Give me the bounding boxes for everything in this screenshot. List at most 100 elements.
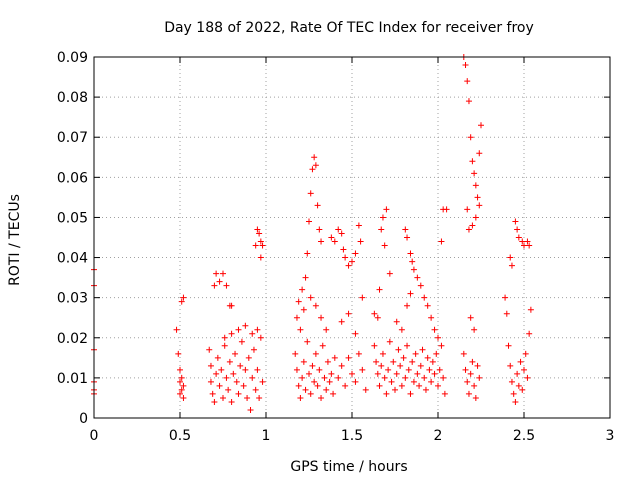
data-point (323, 326, 330, 333)
data-point (395, 346, 402, 353)
data-point (421, 294, 428, 301)
data-point (221, 342, 228, 349)
data-point (254, 326, 261, 333)
data-point (256, 230, 263, 237)
data-point (407, 290, 414, 297)
data-point (521, 242, 527, 249)
data-point (321, 374, 328, 381)
data-point (352, 378, 359, 385)
data-point (309, 362, 316, 369)
data-point (252, 386, 259, 393)
data-point (472, 394, 479, 401)
data-point (299, 374, 306, 381)
data-point (503, 310, 510, 317)
data-point (381, 374, 388, 381)
data-point (178, 386, 185, 393)
y-tick-label: 0.02 (57, 331, 88, 347)
data-point (424, 354, 431, 361)
x-tick-label: 1.5 (341, 428, 363, 444)
data-point (371, 342, 378, 349)
x-tick-label: 3 (606, 428, 615, 444)
data-point (213, 270, 220, 277)
data-point (392, 386, 398, 393)
data-point (514, 226, 521, 233)
data-point (428, 314, 435, 321)
data-point (471, 382, 478, 389)
data-point (507, 362, 514, 369)
data-point (328, 234, 335, 241)
data-point (378, 362, 385, 369)
data-point (409, 258, 416, 265)
data-point (359, 366, 366, 373)
data-point (512, 218, 519, 225)
data-point (385, 366, 392, 373)
data-point (352, 330, 359, 337)
data-point (410, 378, 417, 385)
data-point (386, 270, 393, 277)
data-point (508, 378, 515, 385)
data-point (257, 254, 264, 261)
data-point (232, 350, 239, 357)
data-point (404, 234, 411, 241)
y-tick-label: 0.07 (57, 130, 88, 146)
data-point (244, 394, 251, 401)
data-point (304, 338, 311, 345)
data-point (383, 390, 390, 397)
data-point (306, 218, 312, 225)
data-point (238, 338, 245, 345)
data-point (213, 370, 220, 377)
data-point (335, 374, 342, 381)
data-point (252, 242, 259, 249)
data-point (371, 310, 378, 317)
data-point (345, 262, 352, 269)
data-point (312, 162, 319, 169)
data-point (383, 206, 390, 213)
data-point (180, 294, 187, 301)
data-point (235, 390, 242, 397)
data-point (323, 386, 330, 393)
data-point (293, 366, 300, 373)
data-point (476, 202, 483, 209)
data-point (471, 326, 478, 333)
data-point (428, 378, 435, 385)
data-point (177, 366, 183, 373)
data-point (230, 370, 237, 377)
data-point (331, 354, 338, 361)
data-point (312, 350, 319, 357)
plot-frame (93, 56, 611, 419)
data-point (307, 190, 314, 197)
data-point (302, 386, 309, 393)
data-point (245, 354, 252, 361)
data-point (379, 214, 386, 221)
data-point (237, 362, 244, 369)
data-point (431, 326, 438, 333)
data-point (345, 354, 352, 361)
data-point (373, 358, 380, 365)
data-point (397, 362, 404, 369)
data-point (338, 230, 345, 237)
data-point (355, 222, 362, 229)
data-point (300, 306, 307, 313)
data-point (465, 226, 472, 233)
data-point (402, 374, 409, 381)
data-point (417, 362, 424, 369)
y-axis-ticks: 0 0.01 0.02 0.03 0.04 0.05 0.06 0.07 0.08 0.09 (57, 50, 610, 427)
data-point (355, 350, 362, 357)
data-point (214, 354, 221, 361)
data-point (519, 386, 526, 393)
data-point (469, 222, 476, 229)
data-point (471, 170, 478, 177)
data-point (409, 358, 416, 365)
data-point (319, 342, 326, 349)
data-point (180, 394, 187, 401)
data-point (309, 166, 316, 173)
data-point (177, 390, 183, 397)
data-point (259, 378, 266, 385)
data-point (218, 366, 225, 373)
data-point (177, 378, 183, 385)
data-point (433, 350, 440, 357)
data-point (478, 122, 484, 129)
data-point (178, 298, 185, 305)
data-point (242, 366, 249, 373)
